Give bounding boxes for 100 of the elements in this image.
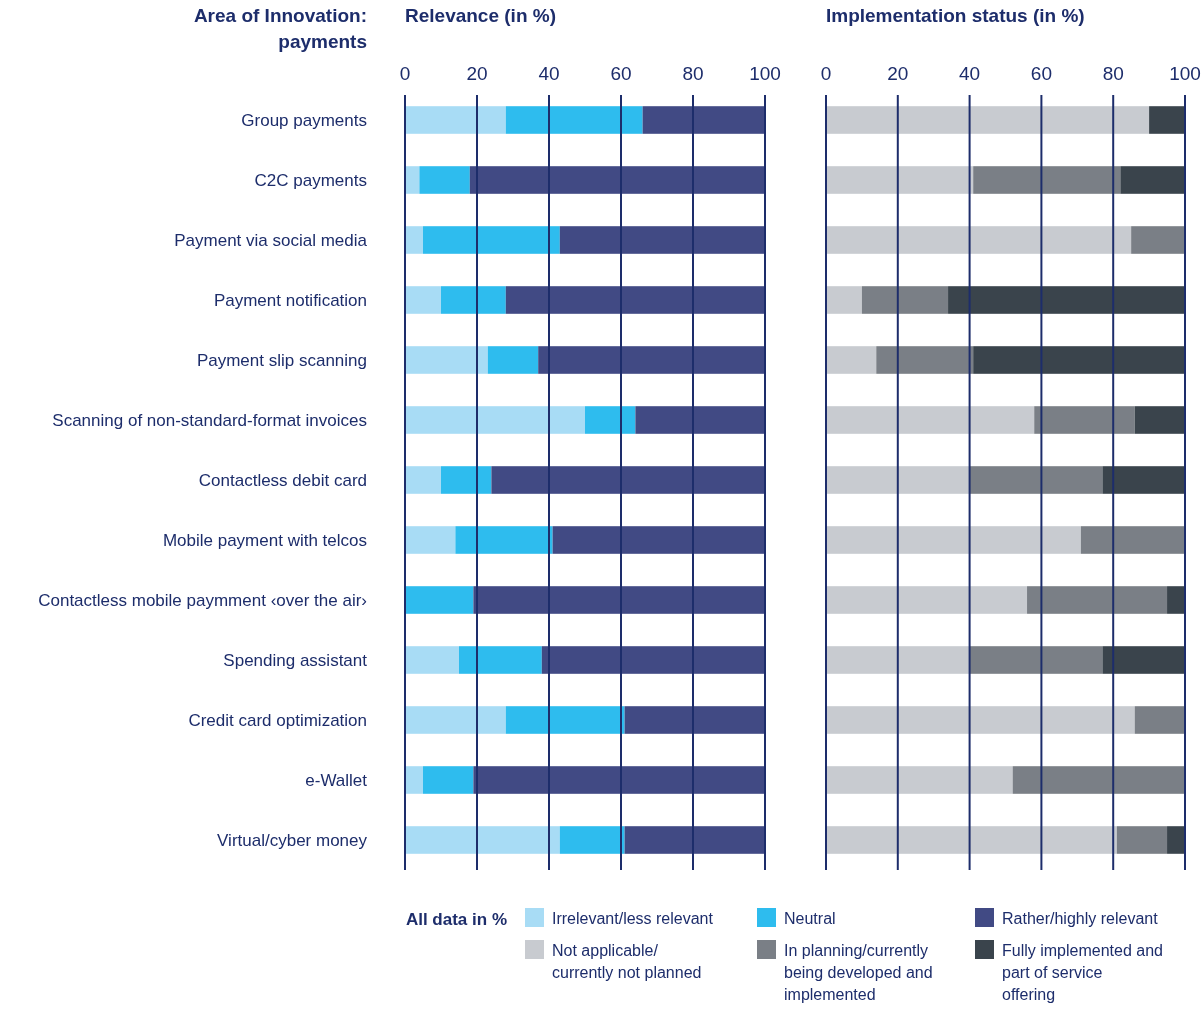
x-tick-label: 20 — [466, 63, 488, 84]
bar — [491, 466, 765, 494]
y-tick-label: Mobile payment with telcos — [162, 530, 367, 550]
bar — [642, 106, 765, 134]
bar — [552, 526, 765, 554]
bar — [1167, 586, 1185, 614]
bar — [1034, 406, 1135, 434]
bar — [1116, 826, 1168, 854]
bar — [541, 646, 765, 674]
y-tick-label: e-Wallet — [305, 770, 368, 790]
y-tick-label: Virtual/cyber money — [217, 830, 368, 850]
bar — [505, 286, 765, 314]
bar — [969, 646, 1103, 674]
bar — [405, 166, 420, 194]
bar — [405, 466, 441, 494]
bar — [826, 346, 877, 374]
bar — [405, 766, 423, 794]
x-tick-label: 20 — [887, 63, 909, 84]
bar — [861, 286, 949, 314]
bar — [505, 106, 643, 134]
bar — [826, 286, 862, 314]
bar — [948, 286, 1185, 314]
bar — [405, 106, 506, 134]
legend-label: Fully implemented and part of service offering — [1002, 942, 1163, 1003]
bar — [1012, 766, 1185, 794]
y-tick-label: Contactless debit card — [198, 470, 367, 490]
chart-title: Implementation status (in %) — [826, 5, 1085, 26]
bar — [826, 706, 1135, 734]
bar — [405, 226, 423, 254]
bar — [405, 346, 488, 374]
bar — [973, 166, 1121, 194]
y-tick-label: Scanning of non-standard-format invoices — [52, 410, 367, 430]
bar — [826, 766, 1013, 794]
text: All data in % — [405, 910, 507, 929]
bar — [559, 826, 625, 854]
bar — [826, 406, 1035, 434]
bar — [1134, 406, 1185, 434]
bar — [826, 826, 1117, 854]
x-tick-label: 80 — [682, 63, 704, 84]
bar — [876, 346, 974, 374]
bar — [1102, 466, 1185, 494]
bar — [1120, 166, 1185, 194]
bar — [423, 766, 474, 794]
chart-title: Relevance (in %) — [405, 5, 556, 26]
bar — [405, 646, 459, 674]
x-tick-label: 100 — [749, 63, 781, 84]
bar — [585, 406, 636, 434]
bar — [973, 346, 1185, 374]
bar — [826, 166, 974, 194]
y-axis-title: Area of Innovation: payments — [193, 5, 367, 52]
bar — [826, 466, 970, 494]
x-tick-label: 0 — [399, 63, 411, 84]
y-tick-label: C2C payments — [254, 170, 367, 190]
y-tick-label: Payment notification — [213, 290, 367, 310]
bar — [1167, 826, 1185, 854]
bar — [538, 346, 765, 374]
x-tick-label: 80 — [1102, 63, 1124, 84]
bar — [826, 226, 1132, 254]
bar — [1149, 106, 1185, 134]
bar — [624, 706, 765, 734]
bar — [419, 166, 470, 194]
bar — [405, 586, 474, 614]
bar — [1131, 226, 1185, 254]
bar — [405, 286, 441, 314]
y-tick-label: Group payments — [241, 110, 367, 130]
bar — [405, 406, 585, 434]
bar — [826, 106, 1150, 134]
y-tick-label: Payment via social media — [174, 230, 368, 250]
bar — [826, 646, 970, 674]
bar — [505, 706, 625, 734]
bar — [441, 466, 492, 494]
bar — [826, 526, 1081, 554]
bar — [405, 706, 506, 734]
bar — [469, 166, 765, 194]
bar — [473, 766, 765, 794]
x-tick-label: 40 — [959, 63, 981, 84]
bar — [423, 226, 560, 254]
bar — [1080, 526, 1185, 554]
bar — [635, 406, 765, 434]
legend-label: Rather/highly relevant — [1002, 910, 1159, 927]
bar — [1102, 646, 1185, 674]
x-tick-label: 60 — [610, 63, 632, 84]
x-tick-label: 40 — [538, 63, 560, 84]
bar — [624, 826, 765, 854]
bar — [473, 586, 765, 614]
legend-label: Not applicable/ currently not planned — [552, 942, 702, 981]
x-tick-label: 60 — [1030, 63, 1052, 84]
y-tick-label: Contactless mobile paymment ‹over the air› — [38, 590, 367, 610]
legend-label: In planning/currently being developed and implemented — [784, 942, 933, 1003]
bar — [1134, 706, 1185, 734]
x-tick-label: 100 — [1169, 63, 1201, 84]
y-tick-label: Payment slip scanning — [196, 350, 367, 370]
legend-label: Irrelevant/less relevant — [552, 910, 714, 927]
y-tick-label: Spending assistant — [223, 650, 368, 670]
bar — [459, 646, 542, 674]
bar — [559, 226, 765, 254]
x-tick-label: 0 — [820, 63, 832, 84]
legend-label: Neutral — [784, 910, 836, 927]
bar — [405, 526, 456, 554]
bar — [405, 826, 560, 854]
